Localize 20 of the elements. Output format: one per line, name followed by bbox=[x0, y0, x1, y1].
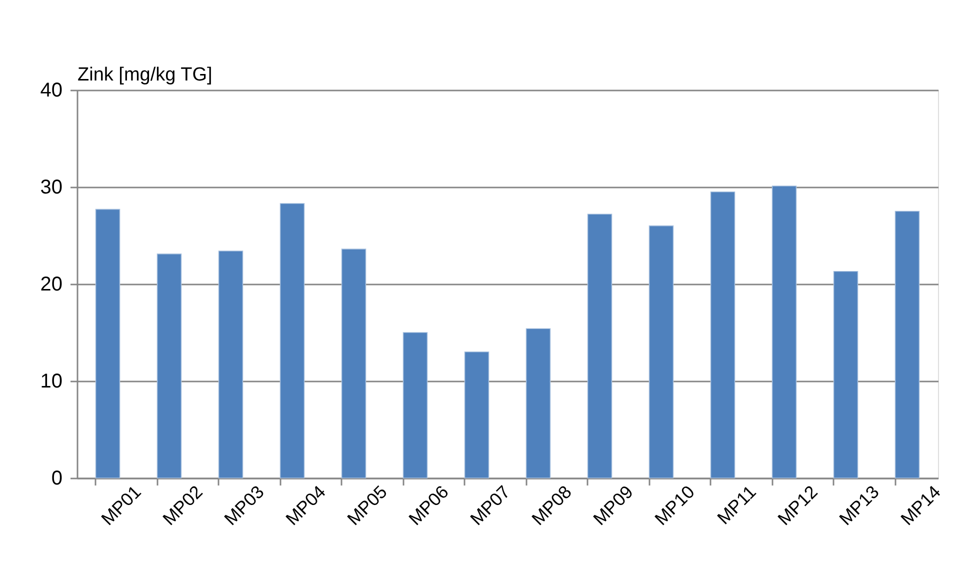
bar bbox=[464, 352, 490, 478]
bar bbox=[156, 254, 182, 478]
bar bbox=[341, 248, 366, 478]
y-tick-label: 30 bbox=[40, 176, 62, 198]
bar bbox=[95, 208, 120, 478]
y-tick-label: 10 bbox=[40, 370, 62, 392]
bar bbox=[587, 214, 612, 478]
y-tick-label: 20 bbox=[40, 274, 62, 296]
bar bbox=[772, 186, 797, 478]
bar bbox=[526, 328, 551, 478]
bar bbox=[894, 210, 920, 478]
bar bbox=[833, 270, 858, 478]
bar bbox=[710, 191, 736, 478]
bar bbox=[218, 250, 244, 478]
y-tick-label: 0 bbox=[51, 468, 62, 490]
y-axis-title: Zink [mg/kg TG] bbox=[78, 64, 212, 86]
bar bbox=[648, 225, 674, 478]
bar bbox=[402, 332, 428, 478]
y-tick-label: 40 bbox=[40, 80, 62, 102]
bar bbox=[280, 203, 305, 478]
